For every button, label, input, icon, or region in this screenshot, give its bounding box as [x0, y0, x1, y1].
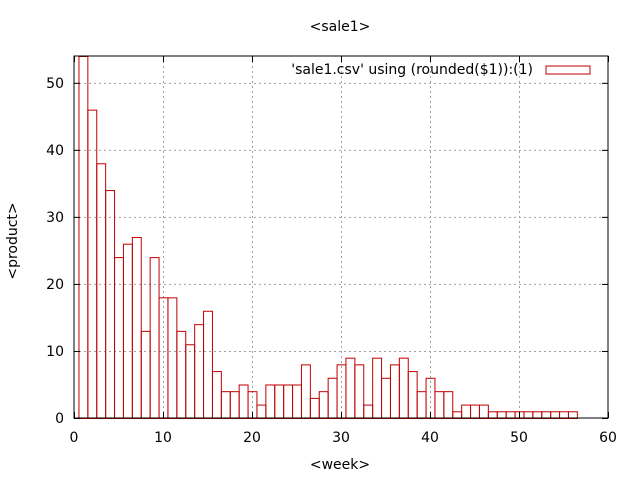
x-tick-label: 20: [243, 430, 261, 446]
bar-week-29: [327, 377, 338, 419]
legend: 'sale1.csv' using (rounded($1)):(1): [291, 62, 591, 78]
x-tick-label: 60: [599, 430, 617, 446]
bars: [78, 56, 578, 420]
bar-week-54: [550, 411, 561, 419]
y-tick-label: 30: [46, 210, 64, 226]
y-tick-label: 50: [46, 76, 64, 92]
bar-week-33: [363, 404, 374, 419]
y-axis-label: <product>: [5, 202, 21, 279]
bar-week-49: [505, 411, 516, 419]
x-tick-label: 10: [154, 430, 172, 446]
bar-week-44: [461, 404, 472, 419]
bar-week-47: [487, 411, 498, 419]
bar-week-46: [478, 404, 489, 419]
bar-week-10: [158, 297, 169, 420]
bar-week-22: [265, 384, 276, 419]
bar-week-51: [523, 411, 534, 419]
chart-title: <sale1>: [310, 19, 371, 35]
bar-week-7: [131, 237, 142, 419]
bar-week-53: [541, 411, 552, 419]
bar-week-18: [229, 391, 240, 419]
axis-ticks: 0 10 20 30 40 50 60 0 10 20 30 40 50: [46, 56, 617, 446]
bar-week-4: [105, 190, 116, 419]
bar-week-36: [389, 364, 400, 419]
bar-week-48: [496, 411, 507, 419]
bar-week-45: [470, 404, 480, 419]
y-tick-label: 40: [46, 143, 64, 159]
x-tick-label: 0: [70, 430, 79, 446]
bar-week-13: [185, 344, 196, 419]
x-tick-label: 50: [510, 430, 528, 446]
bar-week-21: [256, 404, 267, 419]
x-tick-label: 40: [421, 430, 439, 446]
bar-week-39: [416, 391, 427, 419]
bar-week-19: [238, 384, 249, 419]
bar-week-43: [452, 411, 463, 419]
grid-lines: [74, 56, 608, 418]
bar-week-1: [78, 56, 89, 419]
bar-week-9: [149, 257, 160, 419]
bar-week-17: [220, 391, 231, 419]
bar-week-8: [140, 330, 151, 419]
y-tick-label: 10: [46, 344, 64, 360]
bar-week-37: [398, 357, 409, 419]
bar-week-16: [211, 371, 222, 419]
bar-week-41: [434, 391, 445, 419]
bar-week-3: [96, 163, 107, 419]
bar-week-6: [122, 243, 133, 419]
y-tick-label: 20: [46, 277, 64, 293]
bar-week-55: [559, 411, 569, 419]
bar-week-12: [176, 330, 187, 419]
bar-week-31: [345, 357, 356, 419]
bar-week-23: [274, 384, 285, 419]
legend-swatch: [545, 65, 591, 75]
bar-week-5: [114, 257, 124, 419]
bar-week-25: [292, 384, 302, 419]
bar-week-11: [167, 297, 178, 420]
bar-week-56: [567, 411, 578, 419]
x-tick-label: 30: [332, 430, 350, 446]
bar-week-15: [203, 310, 213, 420]
bar-week-38: [407, 371, 418, 419]
bar-week-26: [300, 364, 311, 419]
bar-week-28: [318, 391, 329, 419]
bar-week-14: [194, 324, 205, 420]
bar-week-32: [354, 364, 365, 419]
bar-week-52: [532, 411, 543, 419]
legend-label: 'sale1.csv' using (rounded($1)):(1): [291, 62, 533, 78]
y-tick-label: 0: [55, 411, 64, 427]
bar-week-24: [283, 384, 294, 419]
bar-week-27: [309, 397, 320, 419]
x-axis-label: <week>: [310, 457, 370, 473]
bar-week-2: [87, 109, 98, 419]
bar-week-34: [372, 357, 383, 419]
bar-week-42: [443, 391, 454, 419]
bar-week-35: [381, 377, 391, 419]
